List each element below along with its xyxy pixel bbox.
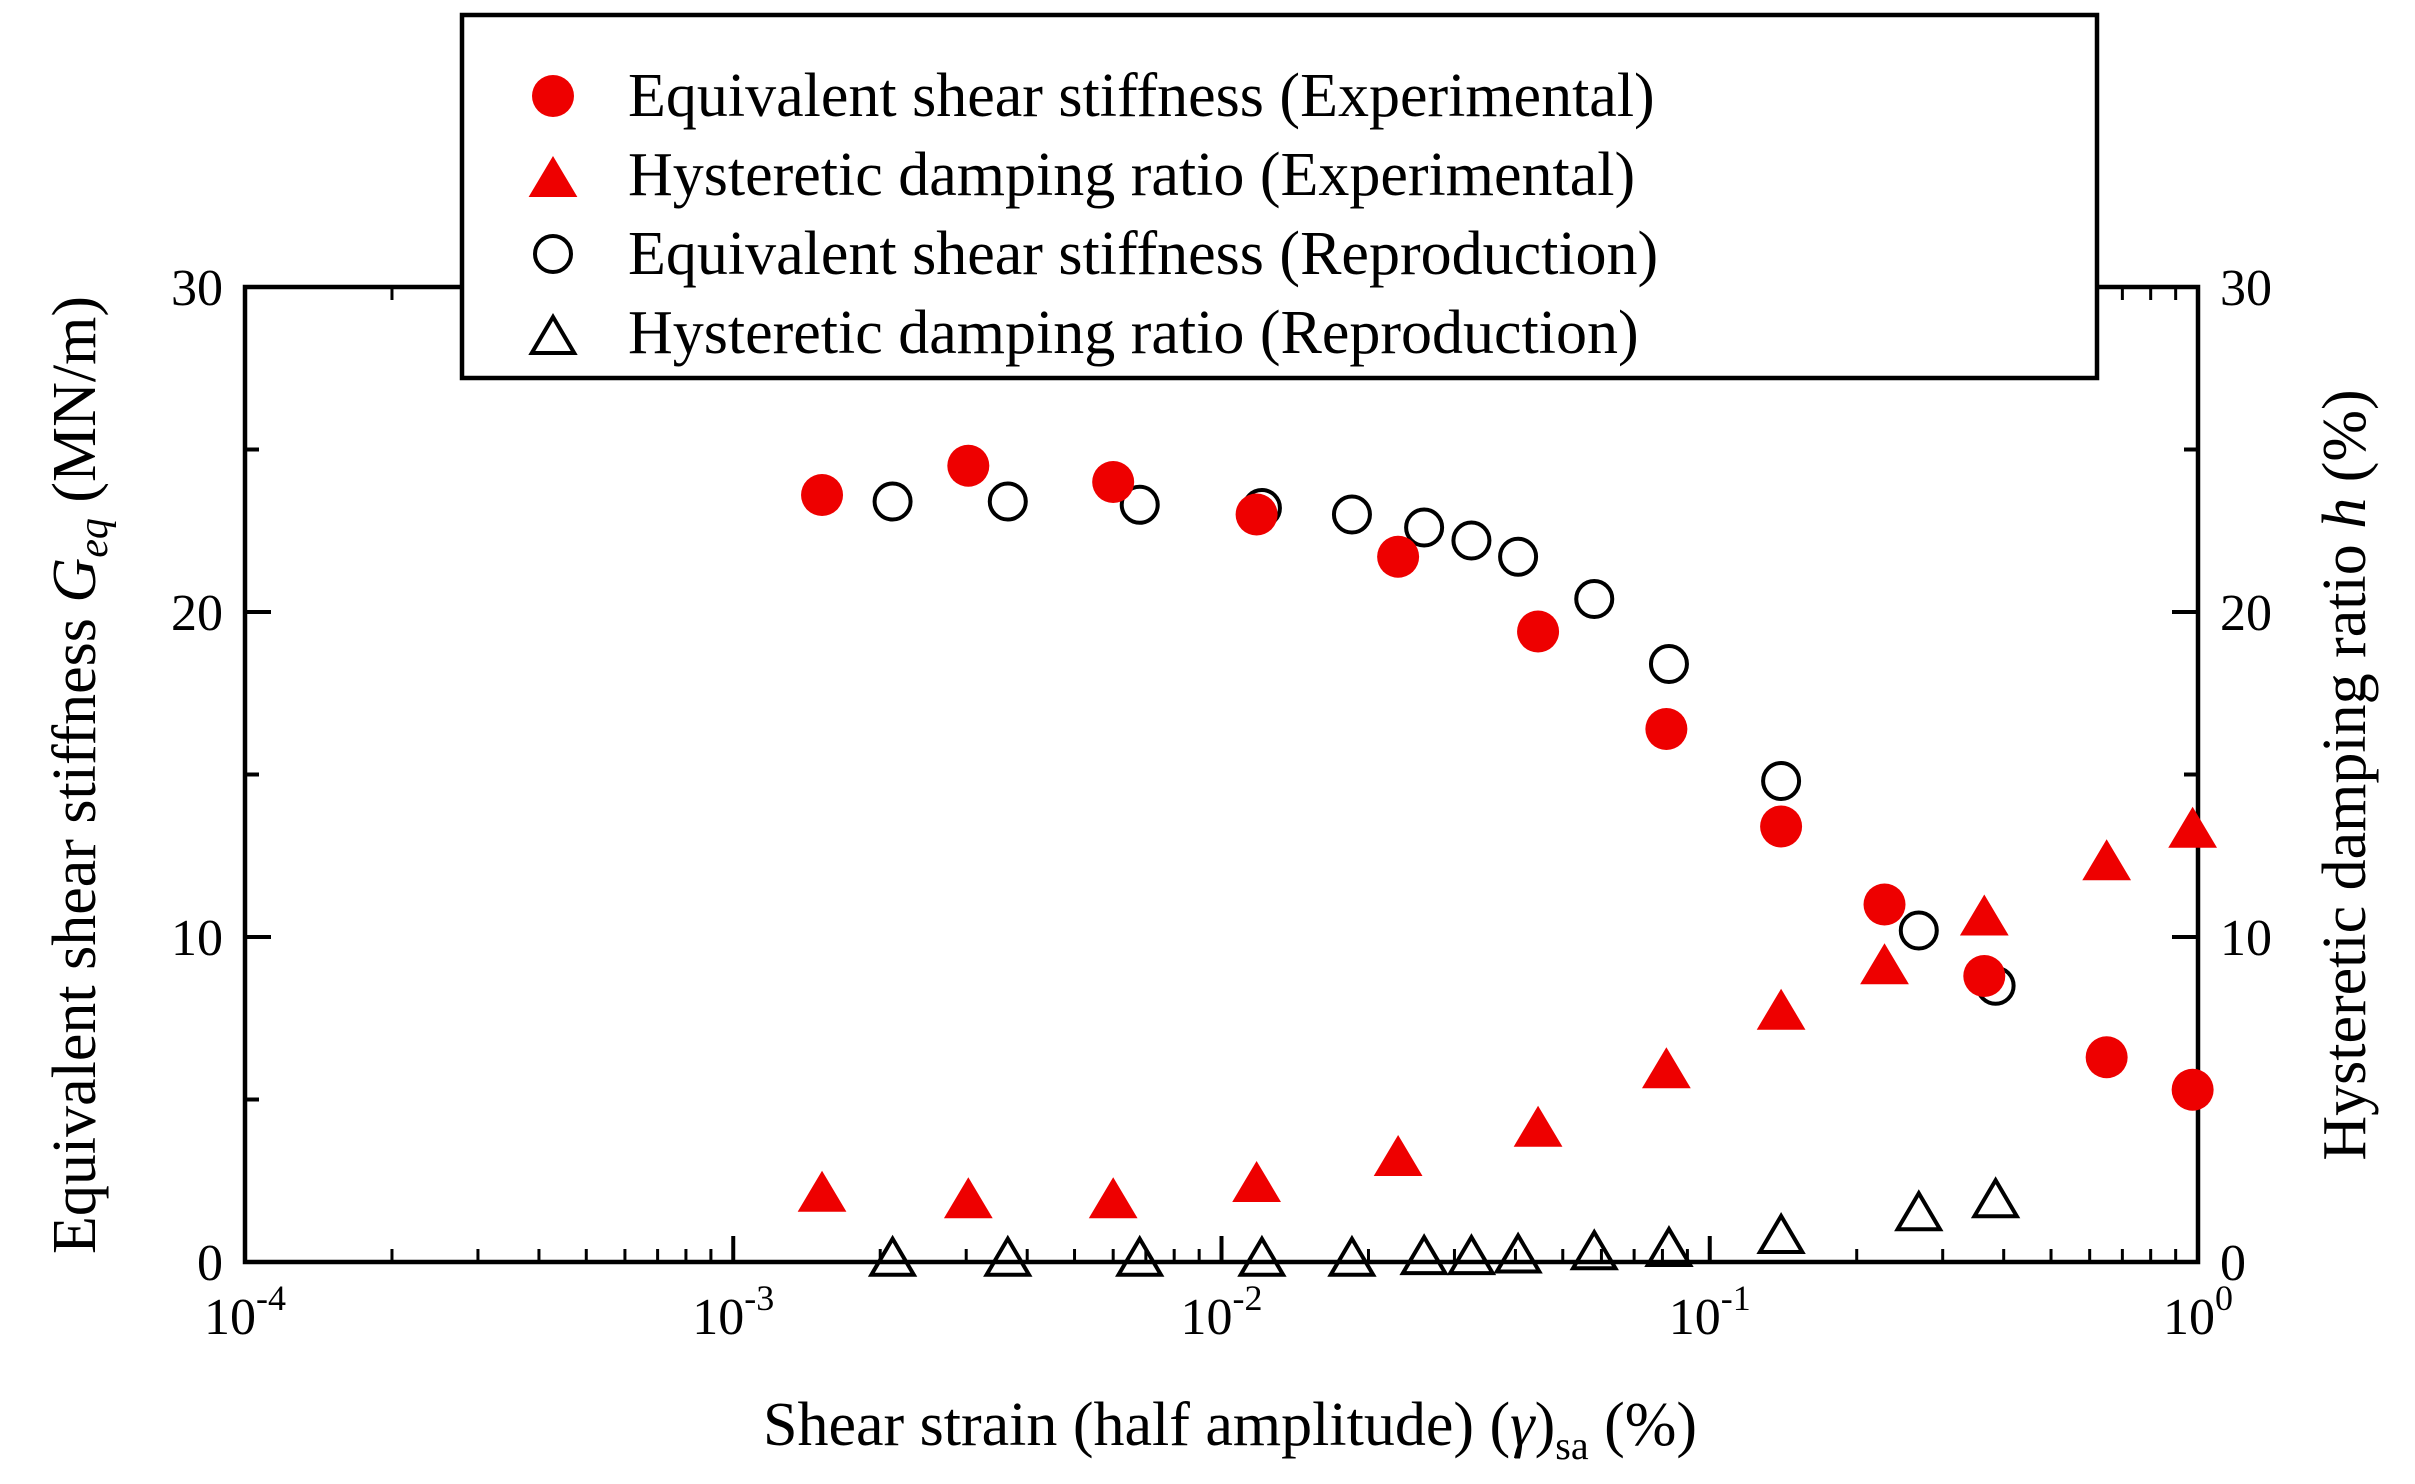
x-axis-title-main: Shear strain (half amplitude) ( <box>763 1391 1510 1459</box>
y-left-tick-label: 10 <box>171 910 223 967</box>
data-point <box>1092 461 1135 503</box>
data-point <box>1446 1233 1497 1276</box>
x-tick-label: 10-3 <box>692 1278 774 1346</box>
data-point <box>1756 988 1806 1030</box>
y-axis-title-right-symbol: h <box>2311 498 2379 529</box>
y-axis-title-left-symbol: G <box>41 558 109 603</box>
legend-marker-3 <box>533 234 573 274</box>
data-point <box>1970 1176 2021 1219</box>
legend-label-2: Hysteretic damping ratio (Experimental) <box>628 141 1635 209</box>
data-point <box>801 474 844 516</box>
y-right-tick-label: 20 <box>2220 585 2272 642</box>
data-point <box>1493 1231 1543 1274</box>
data-point <box>1963 955 2006 997</box>
data-point <box>1860 943 1909 985</box>
data-point <box>943 1177 993 1219</box>
legend-markers <box>528 75 578 355</box>
data-point <box>1574 579 1615 619</box>
data-point <box>1373 1135 1423 1176</box>
y-axis-title-left-main: Equivalent shear stiffness <box>41 603 109 1254</box>
data-point <box>1119 484 1160 525</box>
y-left-tick-label: 30 <box>171 260 223 317</box>
data-point <box>1399 1233 1449 1276</box>
data-point <box>872 481 913 522</box>
data-point <box>1115 1234 1165 1277</box>
data-point <box>1894 1189 1944 1232</box>
series-1-markers <box>801 444 2214 1111</box>
legend: Equivalent shear stiffness (Experimental… <box>459 12 2100 381</box>
data-point <box>1404 507 1445 548</box>
legend-label-3: Equivalent shear stiffness (Reproduction… <box>628 220 1658 288</box>
y-axis-ticks: 0 10 20 30 0 10 20 30 <box>171 260 2272 1292</box>
series-4-markers <box>867 1176 2021 1277</box>
data-point <box>1760 805 1803 848</box>
data-point <box>797 1170 847 1212</box>
data-point <box>1898 910 1939 951</box>
x-tick-label: 100 <box>2163 1278 2233 1346</box>
x-tick-label: 10-1 <box>1669 1278 1751 1346</box>
y-axis-title-right: Hysteretic damping ratio h (%) <box>2311 389 2379 1160</box>
y-axis-title-left-sub: eq <box>71 518 117 558</box>
x-axis-ticks: 10-4 10-3 10-2 10-1 100 <box>204 287 2233 1346</box>
data-point <box>1648 644 1689 684</box>
data-point <box>1327 1234 1377 1277</box>
y-right-tick-label: 0 <box>2220 1235 2246 1292</box>
data-point <box>1863 883 1906 926</box>
x-axis-title-unit: (%) <box>1589 1391 1697 1459</box>
data-point <box>1513 1105 1563 1147</box>
data-point <box>1569 1228 1619 1271</box>
series-3-markers <box>872 481 2016 1006</box>
data-point <box>1641 1047 1691 1089</box>
data-markers <box>797 444 2218 1277</box>
data-point <box>1237 1234 1287 1277</box>
data-point <box>987 481 1028 522</box>
legend-marker-2 <box>528 156 578 197</box>
x-axis-title-sub: sa <box>1555 1423 1589 1468</box>
y-left-tick-label: 20 <box>171 585 223 642</box>
legend-marker-4 <box>528 313 578 355</box>
data-point <box>1088 1177 1138 1219</box>
data-point <box>1498 536 1539 577</box>
legend-label-1: Equivalent shear stiffness (Experimental… <box>628 62 1655 130</box>
y-right-tick-label: 30 <box>2220 260 2272 317</box>
y-left-tick-label: 0 <box>197 1235 223 1292</box>
x-axis-title-gamma: γ <box>1510 1391 1536 1459</box>
data-point <box>2168 806 2218 848</box>
y-axis-title-right-main: Hysteretic damping ratio <box>2311 529 2379 1161</box>
data-point <box>867 1234 918 1277</box>
data-point <box>983 1234 1033 1277</box>
y-axis-title-left: Equivalent shear stiffness Geq (MN/m) <box>41 296 117 1254</box>
y-axis-title-right-unit: (%) <box>2311 389 2379 497</box>
data-point <box>2171 1068 2214 1111</box>
data-point <box>1756 1212 1806 1254</box>
data-point <box>2082 839 2132 881</box>
data-point <box>1761 761 1802 801</box>
series-2-markers <box>797 806 2218 1219</box>
data-point <box>1644 1225 1694 1267</box>
y-axis-title-left-unit: (MN/m) <box>41 296 109 518</box>
legend-label-4: Hysteretic damping ratio (Reproduction) <box>628 299 1639 367</box>
y-right-tick-label: 10 <box>2220 910 2272 967</box>
x-tick-label: 10-4 <box>204 1278 286 1346</box>
x-tick-label: 10-2 <box>1181 1278 1263 1346</box>
data-point <box>947 444 990 487</box>
legend-marker-1 <box>532 75 574 117</box>
data-point <box>1517 610 1560 653</box>
x-axis-title: Shear strain (half amplitude) (γ)sa (%) <box>763 1391 1697 1468</box>
data-point <box>1959 894 2009 936</box>
data-point <box>1232 1161 1281 1202</box>
legend-box <box>459 12 2100 381</box>
x-axis-title-close: ) <box>1535 1391 1556 1459</box>
data-point <box>1645 708 1688 750</box>
data-point <box>1451 520 1492 561</box>
data-point <box>1377 535 1420 578</box>
data-point <box>1331 494 1372 535</box>
data-point <box>1235 493 1278 536</box>
data-point <box>2085 1036 2128 1079</box>
